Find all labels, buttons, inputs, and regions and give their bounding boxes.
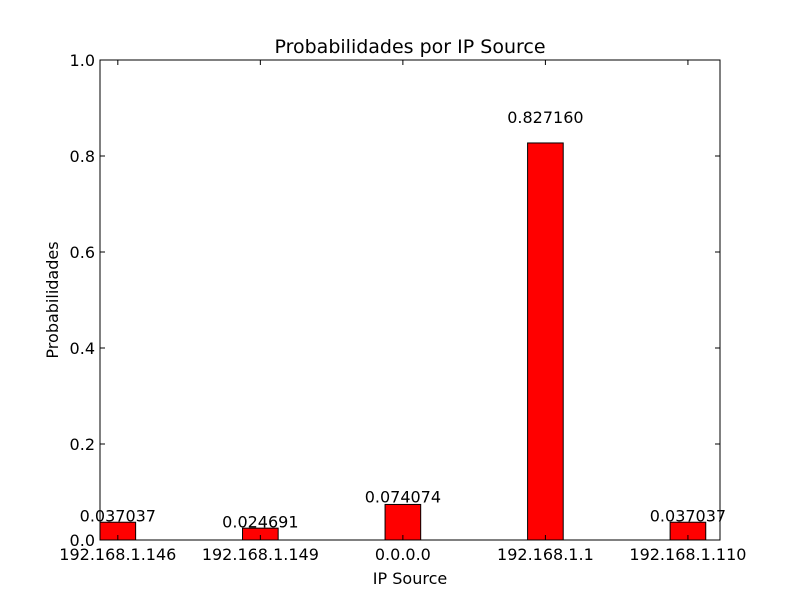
bar [527,142,564,541]
data-label: 0.024691 [222,513,298,532]
y-axis-label: Probabilidades [43,241,62,358]
x-tick-label: 192.168.1.110 [629,545,746,564]
x-tick-label: 192.168.1.1 [497,545,594,564]
data-labels-group: 0.037037 0.024691 0.074074 0.827160 0.037037 [80,108,726,531]
data-label: 0.037037 [80,506,156,525]
y-tick-label: 0.6 [70,243,95,262]
x-axis-label: IP Source [373,569,447,588]
bars-group [99,142,707,541]
plot-area-frame [99,59,721,541]
chart-title: Probabilidades por IP Source [274,36,545,58]
x-tick-label: 192.168.1.149 [202,545,319,564]
bar [384,503,422,541]
y-tick-label: 0.4 [70,339,95,358]
y-tick-label: 0.0 [70,531,95,550]
x-ticks-group: 192.168.1.146 192.168.1.149 0.0.0.0 192.168… [59,60,746,564]
y-tick-label: 0.2 [70,435,95,454]
y-tick-label: 1.0 [70,51,95,70]
x-tick-label: 192.168.1.146 [59,545,176,564]
y-ticks-group: 0.0 0.2 0.4 0.6 0.8 1.0 [70,51,720,550]
data-label: 0.037037 [650,506,726,525]
data-label: 0.074074 [365,488,441,507]
x-tick-label: 0.0.0.0 [375,545,431,564]
y-tick-label: 0.8 [70,147,95,166]
data-label: 0.827160 [507,108,583,127]
